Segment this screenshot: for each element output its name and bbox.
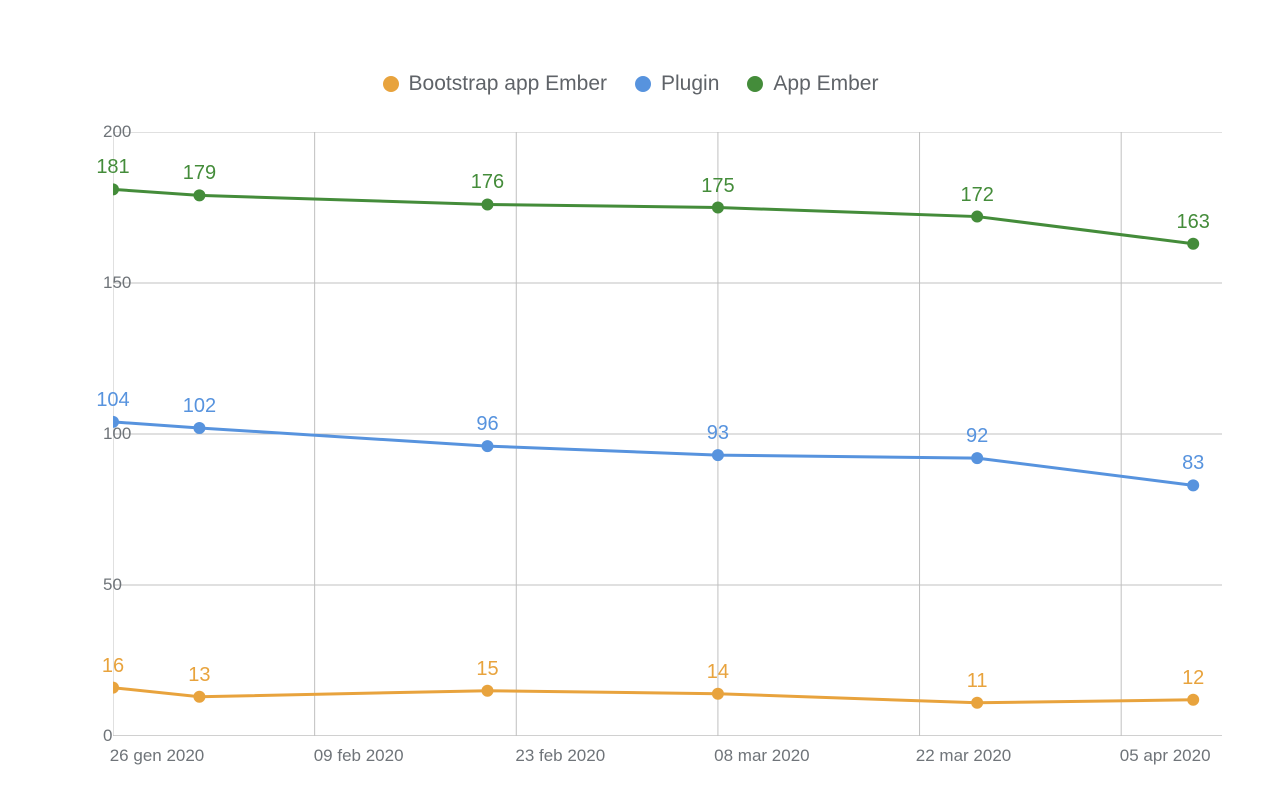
series-marker: [1187, 238, 1199, 250]
chart-svg: [113, 132, 1222, 736]
legend-item: Bootstrap app Ember: [383, 72, 607, 96]
data-label: 172: [960, 184, 993, 207]
data-label: 104: [96, 389, 129, 412]
x-axis-label: 09 feb 2020: [314, 746, 404, 766]
x-axis-label: 08 mar 2020: [714, 746, 809, 766]
data-label: 83: [1182, 452, 1204, 475]
data-label: 92: [966, 425, 988, 448]
legend-label: App Ember: [773, 72, 878, 96]
data-label: 15: [476, 658, 498, 681]
x-axis-label: 26 gen 2020: [110, 746, 205, 766]
series-marker: [481, 440, 493, 452]
series-marker: [481, 198, 493, 210]
legend-marker-icon: [383, 76, 399, 92]
series-marker: [113, 183, 119, 195]
series-marker: [1187, 694, 1199, 706]
data-label: 14: [707, 661, 729, 684]
data-label: 179: [183, 162, 216, 185]
legend-marker-icon: [747, 76, 763, 92]
data-label: 181: [96, 156, 129, 179]
series-marker: [712, 202, 724, 214]
x-axis-label: 22 mar 2020: [916, 746, 1011, 766]
data-label: 175: [701, 175, 734, 198]
data-label: 11: [967, 670, 988, 693]
series-marker: [481, 685, 493, 697]
series-marker: [712, 688, 724, 700]
data-label: 96: [476, 413, 498, 436]
series-line: [113, 189, 1193, 243]
series-line: [113, 688, 1193, 703]
data-label: 102: [183, 395, 216, 418]
series-line: [113, 422, 1193, 485]
data-label: 16: [102, 655, 124, 678]
series-marker: [193, 189, 205, 201]
legend-item: Plugin: [635, 72, 719, 96]
series-marker: [113, 682, 119, 694]
series-marker: [1187, 479, 1199, 491]
legend-marker-icon: [635, 76, 651, 92]
series-marker: [193, 422, 205, 434]
series-marker: [971, 452, 983, 464]
data-label: 93: [707, 422, 729, 445]
x-axis-label: 23 feb 2020: [515, 746, 605, 766]
line-chart: Bootstrap app EmberPluginApp Ember 05010…: [0, 0, 1261, 792]
legend-item: App Ember: [747, 72, 878, 96]
data-label: 176: [471, 171, 504, 194]
data-label: 12: [1182, 667, 1204, 690]
legend: Bootstrap app Ember Plugin App Ember: [0, 72, 1261, 97]
legend-label: Bootstrap app Ember: [409, 72, 607, 96]
series-marker: [712, 449, 724, 461]
x-axis-label: 05 apr 2020: [1120, 746, 1211, 766]
plot-area: [113, 132, 1222, 736]
series-marker: [193, 691, 205, 703]
series-marker: [971, 211, 983, 223]
data-label: 13: [188, 664, 210, 687]
data-label: 163: [1177, 211, 1210, 234]
legend-label: Plugin: [661, 72, 719, 96]
series-marker: [971, 697, 983, 709]
